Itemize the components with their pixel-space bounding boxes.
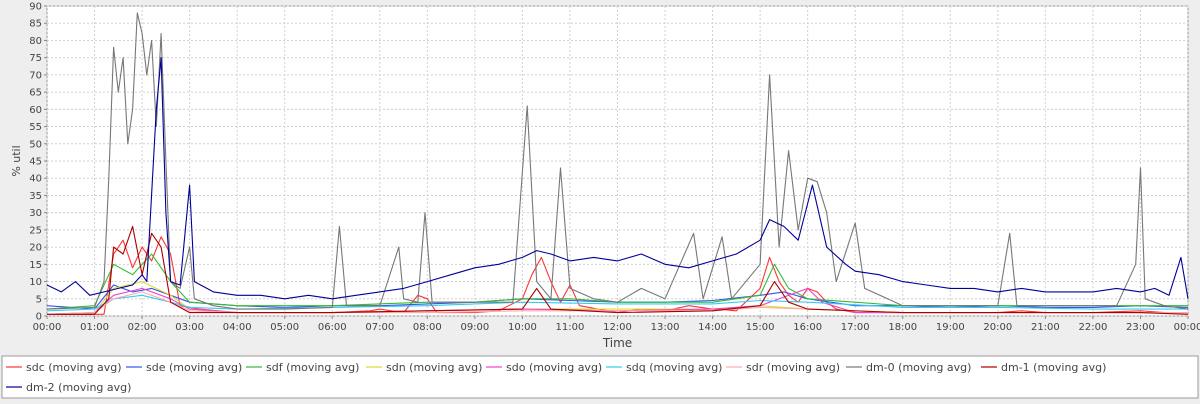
legend-item: sdf (moving avg) [246, 361, 359, 374]
y-tick-label: 30 [29, 208, 42, 219]
x-tick-label: 02:00 [128, 322, 157, 333]
x-tick-label: 11:00 [556, 322, 585, 333]
y-tick-label: 10 [29, 277, 42, 288]
y-tick-label: 15 [29, 260, 42, 271]
y-tick-label: 85 [29, 19, 42, 30]
legend-label: sde (moving avg) [146, 361, 242, 374]
x-tick-label: 03:00 [175, 322, 204, 333]
y-tick-label: 25 [29, 225, 42, 236]
legend-item: sdq (moving avg) [606, 361, 722, 374]
x-tick-label: 20:00 [983, 322, 1012, 333]
x-tick-label: 08:00 [413, 322, 442, 333]
y-tick-label: 50 [29, 139, 42, 150]
legend-item: sdc (moving avg) [6, 361, 122, 374]
x-tick-label: 15:00 [746, 322, 775, 333]
y-tick-label: 80 [29, 36, 42, 47]
legend-item: sdo (moving avg) [486, 361, 602, 374]
y-tick-label: 60 [29, 105, 42, 116]
x-tick-label: 14:00 [698, 322, 727, 333]
x-tick-label: 18:00 [888, 322, 917, 333]
x-tick-label: 19:00 [936, 322, 965, 333]
plot-area [46, 5, 1189, 317]
x-tick-label: 00:00 [1174, 322, 1200, 333]
y-tick-label: 5 [36, 294, 42, 305]
y-tick-label: 45 [29, 157, 42, 168]
x-tick-label: 05:00 [270, 322, 299, 333]
legend-label: sdn (moving avg) [386, 361, 482, 374]
x-axis-label: Time [602, 336, 632, 350]
legend-label: dm-0 (moving avg) [866, 361, 971, 374]
x-tick-label: 12:00 [603, 322, 632, 333]
legend-label: sdo (moving avg) [506, 361, 602, 374]
x-tick-label: 13:00 [651, 322, 680, 333]
x-tick-label: 22:00 [1079, 322, 1108, 333]
series-line-1 [46, 284, 1189, 310]
y-tick-label: 70 [29, 70, 42, 81]
series-line-7 [46, 12, 1189, 310]
x-tick-label: 16:00 [793, 322, 822, 333]
legend-label: dm-1 (moving avg) [1001, 361, 1106, 374]
y-tick-label: 20 [29, 243, 42, 254]
legend-item: dm-1 (moving avg) [981, 361, 1106, 374]
legend-label: sdc (moving avg) [26, 361, 122, 374]
legend-items: sdc (moving avg) sde (moving avg) sdf (mov… [6, 361, 1106, 394]
x-tick-label: 01:00 [80, 322, 109, 333]
legend-item: dm-2 (moving avg) [6, 381, 131, 394]
y-axis: 0 5 10 15 20 25 30 35 40 45 50 55 60 65 70 75 80 85 90 [29, 2, 47, 323]
y-axis-label: % util [10, 145, 23, 176]
x-tick-label: 10:00 [508, 322, 537, 333]
legend-label: sdr (moving avg) [746, 361, 840, 374]
y-tick-label: 90 [29, 2, 42, 13]
y-tick-label: 75 [29, 53, 42, 64]
series-layer [46, 12, 1189, 315]
legend-item: sdr (moving avg) [726, 361, 840, 374]
legend-item: dm-0 (moving avg) [846, 361, 971, 374]
x-tick-label: 23:00 [1126, 322, 1155, 333]
legend-label: sdq (moving avg) [626, 361, 722, 374]
y-tick-label: 55 [29, 122, 42, 133]
series-line-9 [46, 57, 1189, 300]
x-tick-label: 07:00 [365, 322, 394, 333]
legend-item: sdn (moving avg) [366, 361, 482, 374]
y-tick-label: 40 [29, 174, 42, 185]
x-tick-label: 09:00 [460, 322, 489, 333]
x-tick-label: 21:00 [1031, 322, 1060, 333]
legend-label: sdf (moving avg) [266, 361, 359, 374]
y-tick-label: 0 [36, 312, 42, 323]
series-line-8 [47, 225, 1189, 315]
legend-label: dm-2 (moving avg) [26, 381, 131, 394]
x-tick-label: 00:00 [33, 322, 62, 333]
legend-item: sde (moving avg) [126, 361, 242, 374]
legend [1, 355, 1199, 399]
x-tick-label: 17:00 [841, 322, 870, 333]
x-tick-label: 04:00 [223, 322, 252, 333]
x-axis: 00:00 01:00 02:00 03:00 04:00 05:00 06:00 07:00… [33, 316, 1200, 333]
y-tick-label: 35 [29, 191, 42, 202]
series-line-5 [46, 294, 1188, 312]
x-tick-label: 06:00 [318, 322, 347, 333]
y-tick-label: 65 [29, 88, 42, 99]
